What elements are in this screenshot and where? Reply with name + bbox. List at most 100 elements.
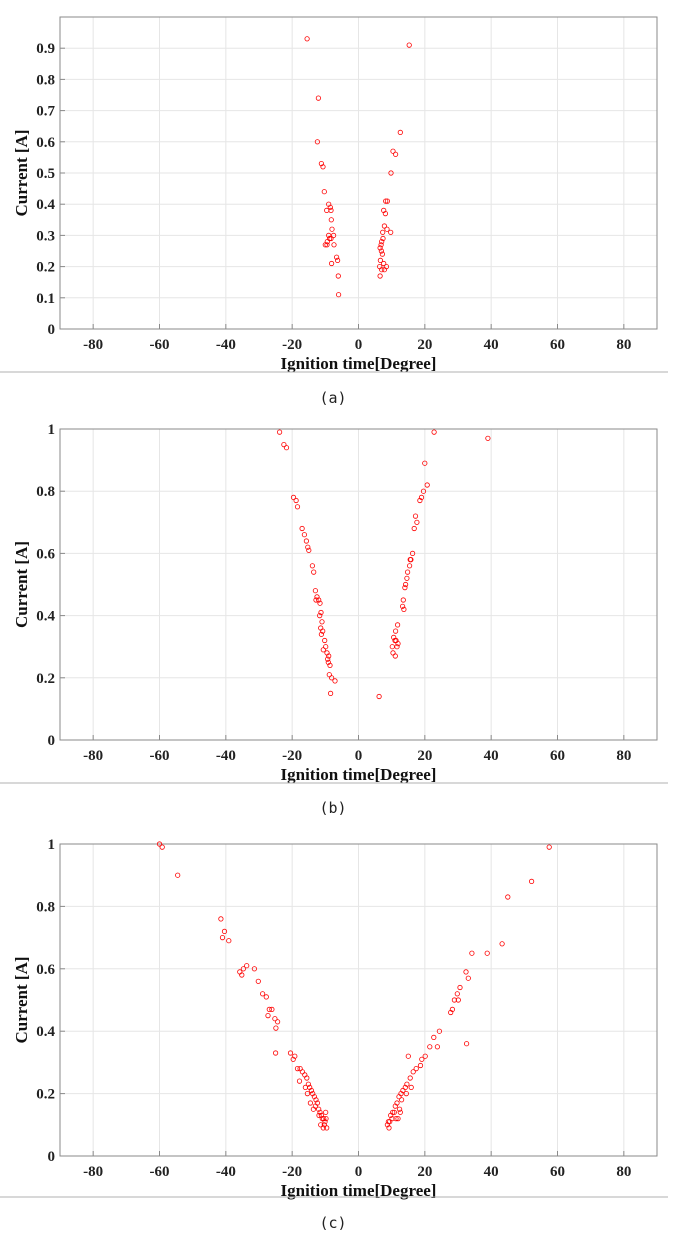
data-point [384, 1122, 390, 1128]
data-point [299, 525, 305, 532]
data-point [328, 217, 334, 223]
y-tick-label: 1 [48, 422, 56, 438]
data-point [384, 226, 390, 232]
data-point [318, 631, 324, 637]
data-point [417, 1062, 424, 1069]
x-tick-label: 80 [616, 1164, 631, 1180]
data-point [391, 1109, 397, 1115]
data-point [324, 207, 330, 213]
data-point [318, 1122, 324, 1128]
data-point [304, 1075, 310, 1081]
chart-panel-3: -80 -60 -40 -20 0 20 40 60 80 0 0.2 0.4 0.6 0.8 1 Ignit… [0, 837, 668, 1232]
data-point [309, 563, 315, 569]
data-point [484, 950, 490, 956]
data-point [463, 969, 469, 975]
data-point [272, 1050, 279, 1056]
y-tick-label: 0.1 [36, 291, 55, 307]
data-point [290, 1056, 296, 1062]
data-point [546, 844, 552, 850]
data-point [377, 273, 383, 279]
data-point [322, 1119, 328, 1125]
y-tick-label: 0.4 [36, 609, 55, 625]
data-point [396, 1094, 402, 1100]
data-point [259, 991, 266, 997]
data-point [328, 235, 334, 242]
data-point [317, 1109, 323, 1115]
data-point [399, 603, 406, 609]
y-tick-label: 0.8 [36, 72, 55, 88]
data-point [395, 1116, 401, 1122]
y-axis-label: Current [A] [12, 129, 31, 216]
data-point [313, 597, 319, 603]
x-tick-label: 40 [484, 748, 499, 764]
data-point [305, 544, 311, 550]
x-tick-label: -60 [150, 337, 170, 353]
x-tick-label: -40 [216, 337, 236, 353]
data-point [403, 1091, 409, 1097]
data-point [436, 1028, 442, 1034]
data-point [385, 1119, 391, 1125]
data-point [332, 678, 338, 684]
data-point [413, 1066, 419, 1072]
data-point [240, 966, 246, 972]
data-point [317, 612, 323, 619]
y-axis-label: Current [A] [12, 956, 31, 1043]
x-tick-label: 60 [550, 1164, 565, 1180]
data-point [431, 429, 437, 435]
data-point [159, 844, 165, 850]
data-point [381, 260, 387, 267]
data-point [457, 984, 463, 991]
data-point [327, 662, 333, 669]
data-point [407, 1075, 413, 1081]
data-point [505, 894, 511, 900]
x-tick-label: 0 [355, 748, 363, 764]
x-tick-label: -60 [150, 748, 170, 764]
data-point [313, 1097, 319, 1103]
data-point [263, 994, 269, 1000]
data-point [283, 445, 290, 451]
data-point [331, 242, 337, 248]
data-point [328, 260, 335, 267]
x-tick-label: -80 [83, 748, 103, 764]
chart-panel-2: -80 -60 -40 -20 0 20 40 60 80 0 0.2 0.4 0.6 0.8 1 Ignit… [0, 422, 668, 817]
y-tick-label: 0 [48, 322, 56, 338]
x-tick-label: -40 [216, 748, 236, 764]
y-tick-label: 0.6 [36, 546, 55, 562]
data-point [404, 575, 410, 581]
data-point [419, 1056, 425, 1062]
data-point [381, 267, 387, 273]
y-axis-label: Current [A] [12, 541, 31, 628]
y-tick-label: 0.3 [36, 228, 55, 244]
y-tick-label: 0.2 [36, 260, 55, 276]
data-point [398, 1097, 405, 1103]
data-point [324, 242, 330, 248]
data-point [448, 1009, 454, 1016]
data-point [314, 139, 320, 145]
data-point [388, 170, 394, 176]
data-point [412, 513, 419, 519]
data-point [422, 1053, 428, 1059]
data-point [378, 248, 384, 254]
data-point [304, 1091, 310, 1097]
data-point [302, 1084, 308, 1091]
plot-frame [59, 428, 658, 741]
data-point [410, 1069, 416, 1075]
data-point [406, 563, 413, 569]
data-point [226, 938, 232, 944]
data-point [335, 292, 342, 298]
data-point [431, 1034, 437, 1041]
data-point [335, 273, 341, 279]
y-tick-label: 0 [48, 733, 56, 749]
data-point [465, 975, 471, 981]
data-point [329, 226, 335, 232]
data-point [304, 36, 310, 42]
y-tick-label: 0.9 [36, 41, 55, 57]
data-point [424, 482, 430, 488]
data-point [294, 1066, 301, 1072]
data-point [407, 556, 413, 563]
data-point [316, 1112, 322, 1119]
data-point [376, 693, 382, 700]
data-point [402, 584, 408, 591]
data-point [405, 1053, 411, 1059]
